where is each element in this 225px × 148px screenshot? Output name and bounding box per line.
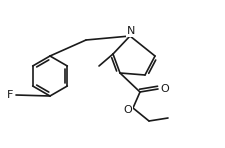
- Text: F: F: [7, 90, 13, 100]
- Text: O: O: [124, 105, 132, 115]
- Text: N: N: [127, 26, 135, 36]
- Text: O: O: [161, 84, 169, 94]
